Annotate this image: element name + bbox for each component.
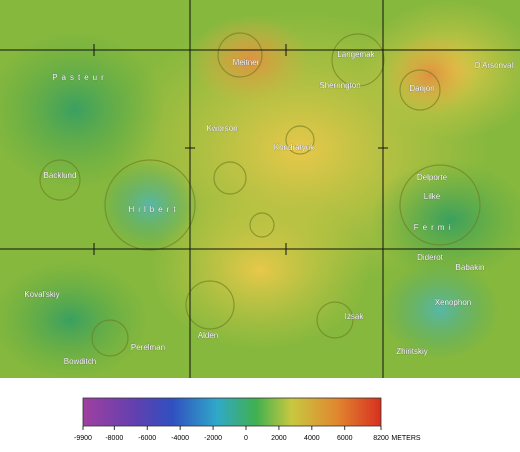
- colorbar-tick-label: -8000: [105, 435, 123, 442]
- basin: [0, 260, 150, 380]
- place-label: Fermi: [414, 223, 454, 232]
- place-label: Koval'skiy: [24, 290, 59, 299]
- colorbar-tick-label: 2000: [271, 435, 287, 442]
- colorbar-tick-label: 8200: [373, 435, 389, 442]
- colorbar-tick-label: 6000: [337, 435, 353, 442]
- colorbar-tick-label: -2000: [204, 435, 222, 442]
- place-label: Delporte: [417, 173, 448, 182]
- place-label: Danjon: [409, 84, 434, 93]
- colorbar-tick-label: -9900: [74, 435, 92, 442]
- colorbar-tick-label: 4000: [304, 435, 320, 442]
- basin: [370, 160, 520, 280]
- place-label: Perelman: [131, 343, 165, 352]
- place-label: Pasteur: [52, 73, 108, 82]
- grid: [0, 0, 520, 378]
- peak: [190, 15, 310, 105]
- basin: [0, 30, 165, 190]
- map: Pasteur Meitner Langemak Sherrington D'A…: [0, 0, 520, 380]
- basin: [100, 160, 200, 250]
- place-label: Xenophon: [435, 298, 471, 307]
- place-label: Langemak: [337, 50, 375, 59]
- place-label: Zhiritskiy: [396, 347, 428, 356]
- place-label: Diderot: [417, 253, 444, 262]
- place-label: Backlund: [44, 171, 77, 180]
- colorbar-ramp: [82, 397, 382, 427]
- place-label: Kworson: [206, 124, 237, 133]
- colorbar-tick-label: -4000: [171, 435, 189, 442]
- craters: [39, 32, 481, 357]
- colorbar-tick-label: -6000: [138, 435, 156, 442]
- place-label: Kondratyuk: [274, 143, 315, 152]
- place-label: Hilbert: [128, 205, 179, 214]
- colorbar-tick-label: 0: [244, 435, 248, 442]
- place-label: Meitner: [233, 58, 260, 67]
- place-label: Izsak: [345, 312, 365, 321]
- basin: [380, 260, 500, 360]
- peak: [385, 35, 475, 115]
- place-label: D'Arsonval: [475, 61, 514, 70]
- labels: Pasteur Meitner Langemak Sherrington D'A…: [24, 50, 513, 366]
- colorbar: METERS -9900 -8000 -6000 -4000 -2000 0 2000 400…: [74, 397, 421, 442]
- place-label: Bowditch: [64, 357, 96, 366]
- colorbar-unit: METERS: [391, 435, 421, 442]
- place-label: Sherrington: [319, 81, 360, 90]
- place-label: Alden: [198, 331, 218, 340]
- highland: [150, 190, 370, 350]
- place-label: Babakin: [456, 263, 485, 272]
- place-label: Lilke: [424, 192, 441, 201]
